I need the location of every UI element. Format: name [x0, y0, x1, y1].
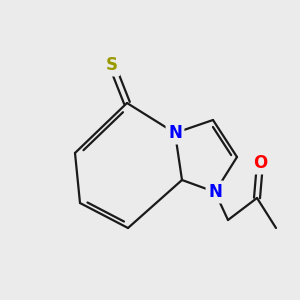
Text: O: O	[253, 154, 267, 172]
Text: N: N	[208, 183, 222, 201]
Text: S: S	[106, 56, 118, 74]
Text: N: N	[168, 124, 182, 142]
